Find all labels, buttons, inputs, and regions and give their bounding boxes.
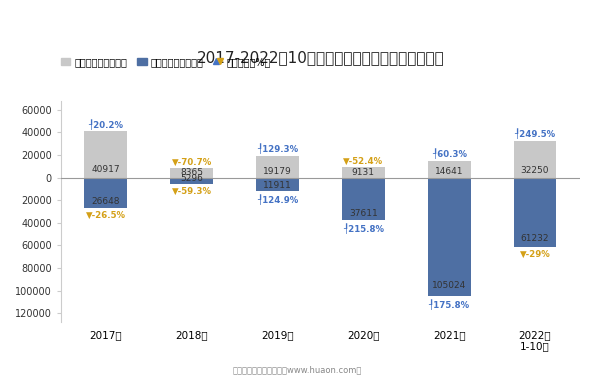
Text: 8365: 8365 bbox=[180, 168, 203, 177]
Text: ▼-52.4%: ▼-52.4% bbox=[343, 156, 383, 166]
Bar bbox=[513, 141, 556, 178]
Legend: 出口总额（万美元）, 进口总额（万美元）, 同比增长（%）: 出口总额（万美元）, 进口总额（万美元）, 同比增长（%） bbox=[61, 57, 271, 67]
Text: 19179: 19179 bbox=[263, 167, 292, 176]
Text: 37611: 37611 bbox=[349, 209, 378, 218]
Bar bbox=[342, 167, 385, 178]
Text: 32250: 32250 bbox=[521, 166, 549, 175]
Bar bbox=[170, 168, 213, 178]
Text: 40917: 40917 bbox=[92, 165, 120, 174]
Text: 14641: 14641 bbox=[435, 167, 464, 176]
Text: ┦20.2%: ┦20.2% bbox=[89, 119, 123, 130]
Text: 制图：华经产业研究院（www.huaon.com）: 制图：华经产业研究院（www.huaon.com） bbox=[233, 365, 362, 374]
Bar bbox=[513, 178, 556, 247]
Bar bbox=[84, 178, 127, 208]
Text: 9131: 9131 bbox=[352, 168, 375, 177]
Bar bbox=[428, 161, 471, 178]
Bar bbox=[428, 178, 471, 296]
Bar bbox=[342, 178, 385, 220]
Text: ┦215.8%: ┦215.8% bbox=[343, 223, 384, 234]
Title: 2017-2022年10月兰州新区综合保税区进、出口额: 2017-2022年10月兰州新区综合保税区进、出口额 bbox=[196, 50, 444, 65]
Text: 5296: 5296 bbox=[180, 174, 203, 183]
Bar bbox=[256, 178, 299, 191]
Text: ┦60.3%: ┦60.3% bbox=[431, 149, 466, 159]
Text: 61232: 61232 bbox=[521, 234, 549, 243]
Text: ┦124.9%: ┦124.9% bbox=[257, 194, 298, 204]
Text: ▼-29%: ▼-29% bbox=[519, 250, 550, 259]
Text: ┦129.3%: ┦129.3% bbox=[257, 143, 298, 154]
Text: ▼-26.5%: ▼-26.5% bbox=[86, 211, 126, 220]
Text: 11911: 11911 bbox=[263, 181, 292, 191]
Text: ▼-59.3%: ▼-59.3% bbox=[172, 186, 212, 195]
Text: ┦175.8%: ┦175.8% bbox=[428, 299, 469, 310]
Text: 105024: 105024 bbox=[432, 282, 466, 290]
Bar bbox=[256, 156, 299, 178]
Text: ┦249.5%: ┦249.5% bbox=[515, 129, 556, 139]
Text: 26648: 26648 bbox=[92, 197, 120, 206]
Text: ▼-70.7%: ▼-70.7% bbox=[171, 157, 212, 166]
Bar bbox=[170, 178, 213, 184]
Bar bbox=[84, 131, 127, 178]
